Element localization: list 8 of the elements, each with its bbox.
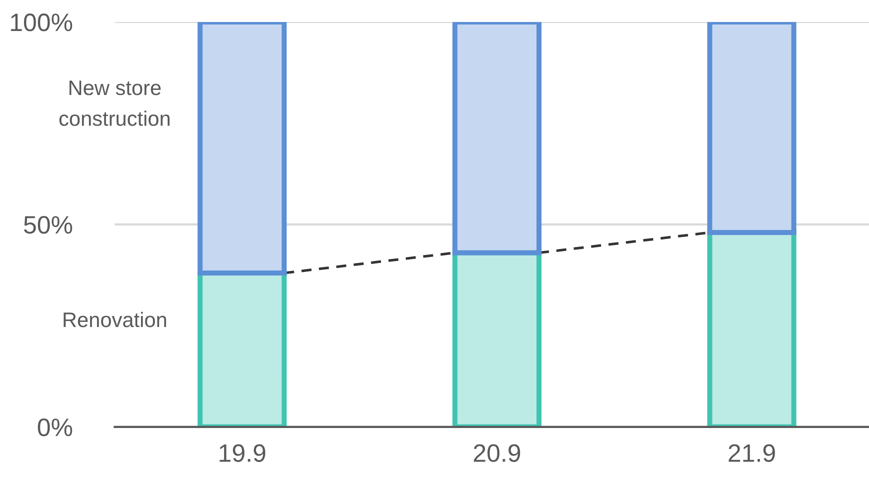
y-tick-label: 0%: [38, 418, 72, 436]
series-label: Renovation: [64, 312, 166, 328]
x-tick-label: 21.9: [728, 444, 775, 462]
y-tick-label: 50%: [24, 216, 72, 234]
x-tick-label: 19.9: [220, 444, 266, 462]
y-tick-label: 100%: [11, 14, 72, 32]
x-tick-label: 20.9: [474, 444, 520, 462]
series-label: New store construction: [59, 80, 170, 126]
